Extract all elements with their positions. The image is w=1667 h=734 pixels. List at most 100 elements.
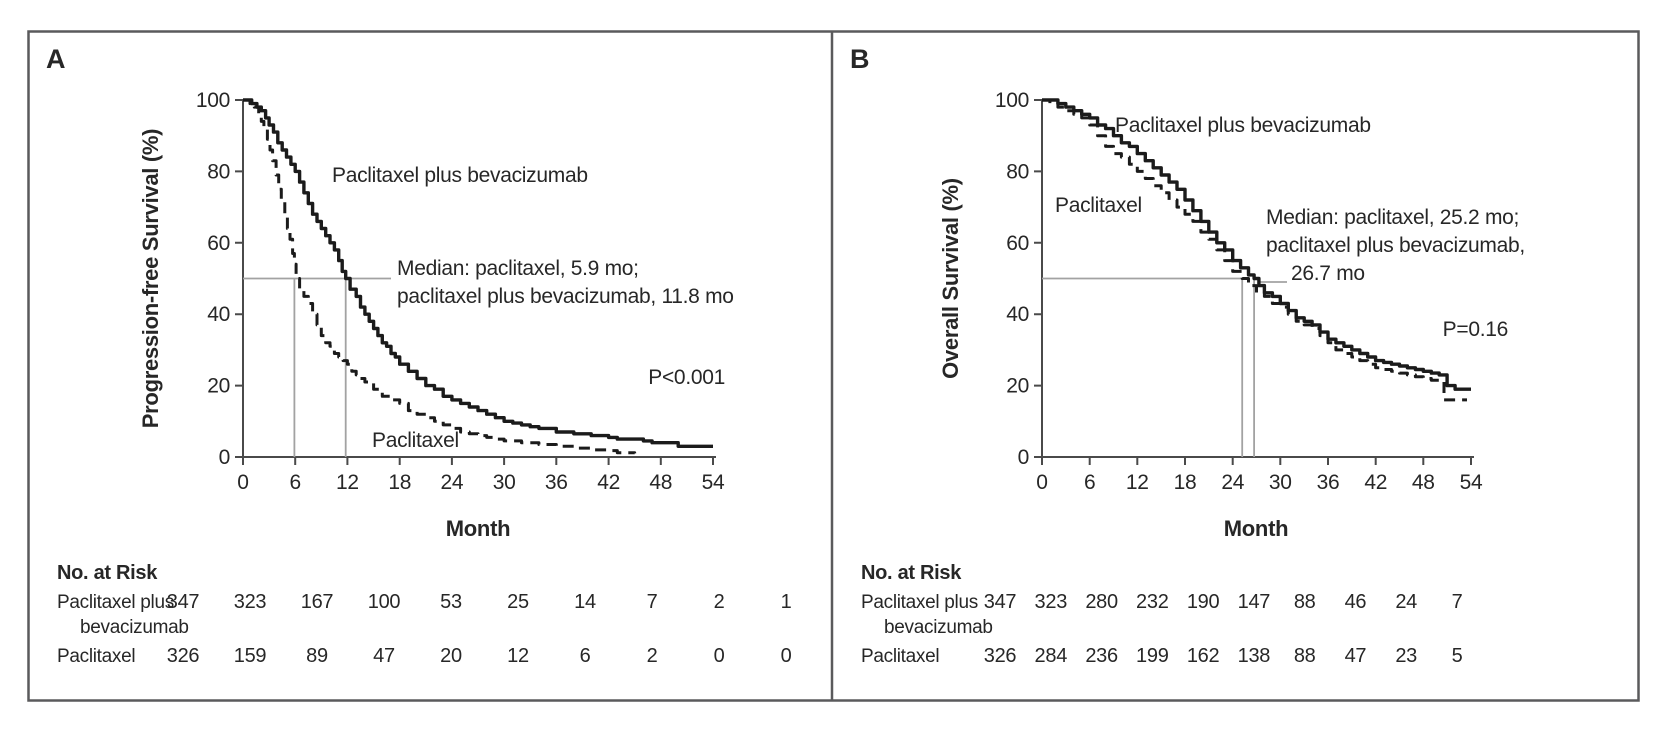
panel-b-risk-count: 24	[1395, 591, 1417, 613]
panel-b-y-tick-label: 0	[1018, 446, 1029, 469]
panel-b-risk-row2-label: Paclitaxel	[861, 646, 939, 667]
panel-a-curve-paclitaxel	[243, 98, 637, 455]
panel-a-risk-count: 323	[234, 591, 267, 613]
panel-a-risk-count: 0	[714, 645, 725, 667]
panel-a-x-tick-label: 24	[441, 471, 464, 494]
panel-a-paclitaxel-curve-label: Paclitaxel	[372, 429, 459, 452]
panel-a-x-axis-title: Month	[446, 516, 510, 541]
panel-a-x-tick-label: 36	[545, 471, 568, 494]
panel-b-paclitaxel-curve-label: Paclitaxel	[1055, 194, 1142, 217]
panel-a-risk-count: 20	[440, 645, 462, 667]
panel-b-letter: B	[850, 44, 869, 74]
panel-a-risk-count: 159	[234, 645, 267, 667]
panel-a-risk-count: 7	[647, 591, 658, 613]
panel-a-x-tick-label: 30	[493, 471, 516, 494]
panel-a-risk-count: 6	[580, 645, 591, 667]
panel-b-x-tick-label: 48	[1412, 471, 1435, 494]
panel-a-risk-count: 25	[507, 591, 529, 613]
panel-a-risk-row2-values: 326 159 89 47 20 12 6 2 0 0	[167, 645, 792, 667]
panel-b-x-tick-label: 24	[1221, 471, 1244, 494]
panel-b-risk-row1-label-line1: Paclitaxel plus	[861, 592, 978, 613]
panel-b-risk-count: 23	[1395, 645, 1417, 667]
panel-a-risk-count: 167	[301, 591, 334, 613]
panel-b-median-annotation-line1: Median: paclitaxel, 25.2 mo;	[1266, 206, 1519, 229]
panel-a-risk-count: 0	[781, 645, 792, 667]
panel-b-y-tick-label: 40	[1006, 303, 1029, 326]
panel-a-x-tick-label: 0	[237, 471, 248, 494]
panel-b-y-tick-marks	[1034, 99, 1042, 458]
panel-b-risk-count: 5	[1452, 645, 1463, 667]
panel-a-y-tick-label: 40	[207, 303, 230, 326]
panel-b-risk-count: 88	[1294, 645, 1316, 667]
panel-b-risk-count: 284	[1035, 645, 1068, 667]
panel-a-risk-count: 1	[781, 591, 792, 613]
panel-a-x-tick-label: 42	[597, 471, 620, 494]
panel-b-x-tick-label: 18	[1174, 471, 1197, 494]
panel-a-y-tick-marks	[235, 99, 243, 458]
panel-b-x-tick-label: 42	[1364, 471, 1387, 494]
panel-b-risk-count: 147	[1238, 591, 1271, 613]
panel-b-curve-paclitaxel-plus-bevacizumab	[1042, 98, 1471, 391]
panel-a-x-tick-label: 48	[649, 471, 672, 494]
panel-b-risk-count: 7	[1452, 591, 1463, 613]
panel-a-risk-count: 89	[306, 645, 328, 667]
figure-border	[27, 30, 1640, 702]
panel-a-risk-row1-values: 347 323 167 100 53 25 14 7 2 1	[167, 591, 792, 613]
panel-a-curve-paclitaxel-plus-bevacizumab	[243, 98, 713, 448]
panel-b-x-tick-label: 6	[1084, 471, 1095, 494]
panel-a-x-tick-label: 18	[388, 471, 411, 494]
panel-a-risk-row1-label-line1: Paclitaxel plus	[57, 592, 174, 613]
panel-b-x-tick-marks	[1041, 457, 1472, 465]
panel-b-y-tick-label: 80	[1006, 160, 1029, 183]
panel-b-risk-count: 347	[984, 591, 1017, 613]
panel-a-x-tick-marks	[242, 457, 714, 465]
panel-a-x-tick-labels: 0 6 12 18 24 30 36 42 48 54	[237, 471, 725, 494]
panel-a-y-tick-label: 0	[219, 446, 230, 469]
panel-a-p-value: P<0.001	[648, 366, 725, 389]
panel-a-y-tick-label: 60	[207, 232, 230, 255]
panel-b-risk-row2-values: 326 284 236 199 162 138 88 47 23 5	[984, 645, 1463, 667]
panel-b-risk-count: 199	[1136, 645, 1169, 667]
panel-b-x-tick-label: 12	[1126, 471, 1149, 494]
panel-a-risk-count: 14	[574, 591, 596, 613]
panel-b-risk-count: 232	[1136, 591, 1169, 613]
panel-a-median-annotation-line2: paclitaxel plus bevacizumab, 11.8 mo	[397, 285, 734, 308]
panel-a-risk-count: 2	[647, 645, 658, 667]
panel-b-risk-count: 323	[1035, 591, 1068, 613]
panel-a-risk-count: 12	[507, 645, 529, 667]
panel-a-risk-count: 47	[373, 645, 395, 667]
panel-a-risk-table-title: No. at Risk	[57, 562, 158, 584]
panel-b-p-value: P=0.16	[1443, 318, 1508, 341]
panel-b-x-axis-title: Month	[1224, 516, 1288, 541]
panel-b-risk-count: 138	[1238, 645, 1271, 667]
panel-b-y-tick-label: 60	[1006, 232, 1029, 255]
panel-a-x-tick-label: 54	[702, 471, 725, 494]
panel-b-y-axis-title: Overall Survival (%)	[938, 178, 963, 379]
panel-a-risk-count: 347	[167, 591, 200, 613]
panel-a-risk-row1-label-line2: bevacizumab	[80, 617, 189, 638]
panel-a-median-annotation-line1: Median: paclitaxel, 5.9 mo;	[397, 257, 639, 280]
panel-a-risk-count: 100	[368, 591, 401, 613]
panel-b-risk-count: 88	[1294, 591, 1316, 613]
panel-b-risk-row1-values: 347 323 280 232 190 147 88 46 24 7	[984, 591, 1463, 613]
panel-b-x-tick-labels: 0 6 12 18 24 30 36 42 48 54	[1036, 471, 1483, 494]
panel-b-risk-count: 326	[984, 645, 1017, 667]
panel-b-x-tick-label: 36	[1317, 471, 1340, 494]
panel-b-risk-count: 280	[1085, 591, 1118, 613]
panel-b-median-annotation-line3: 26.7 mo	[1291, 262, 1365, 285]
panel-a-y-tick-label: 80	[207, 160, 230, 183]
panel-a-x-tick-label: 12	[336, 471, 359, 494]
panel-a-risk-count: 53	[440, 591, 462, 613]
panel-b-x-tick-label: 30	[1269, 471, 1292, 494]
panel-a-x-tick-label: 6	[290, 471, 301, 494]
panel-a-risk-count: 2	[714, 591, 725, 613]
panel-a-y-axis-title: Progression-free Survival (%)	[138, 129, 163, 428]
panel-b-y-tick-labels: 100 80 60 40 20 0	[995, 89, 1029, 469]
panel-b-risk-count: 46	[1345, 591, 1367, 613]
panel-b-combo-curve-label: Paclitaxel plus bevacizumab	[1115, 114, 1371, 137]
panel-b-y-tick-label: 20	[1006, 375, 1029, 398]
panel-b-risk-count: 47	[1345, 645, 1367, 667]
panel-b-risk-table-title: No. at Risk	[861, 562, 962, 584]
